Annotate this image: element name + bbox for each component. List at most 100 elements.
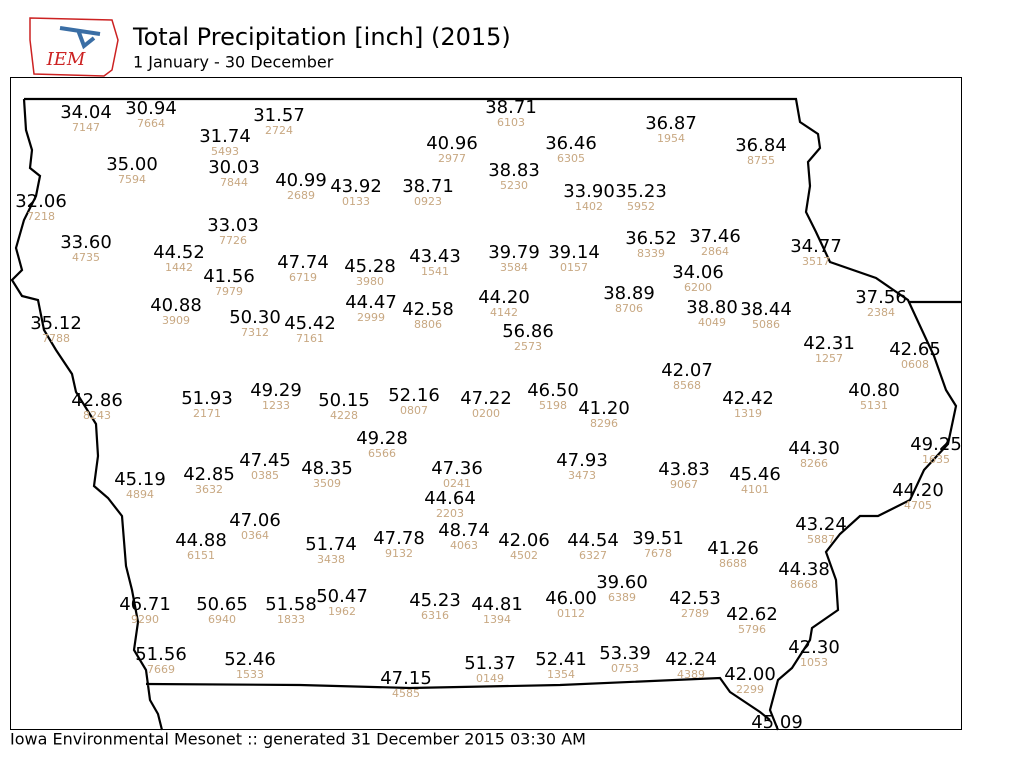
station-id: 7678 [644, 547, 672, 560]
station-value: 36.46 [545, 133, 597, 154]
station-id: 1954 [657, 132, 685, 145]
station-value: 46.71 [119, 594, 171, 615]
station-value: 42.31 [803, 333, 855, 354]
station-value: 41.56 [203, 266, 255, 287]
station-id: 4389 [677, 668, 705, 681]
subtitle: 1 January - 30 December [133, 53, 334, 72]
station-value: 40.99 [275, 170, 327, 191]
station-value: 38.83 [488, 160, 540, 181]
station-value: 42.42 [722, 388, 774, 409]
station-id: 0753 [611, 662, 639, 675]
station-value: 34.06 [672, 262, 724, 283]
station-value: 46.50 [527, 380, 579, 401]
station-value: 42.53 [669, 588, 721, 609]
logo-text: IEM [46, 49, 86, 70]
station-value: 39.51 [632, 528, 684, 549]
station-id: 6200 [684, 281, 712, 294]
station-value: 44.52 [153, 242, 205, 263]
station-value: 40.80 [848, 380, 900, 401]
station-id: 6316 [421, 609, 449, 622]
station-value: 36.84 [735, 135, 787, 156]
station-id: 6103 [497, 116, 525, 129]
station-id: 1354 [547, 668, 575, 681]
logo: IEM [29, 17, 119, 77]
station-id: 8266 [800, 457, 828, 470]
station-value: 47.15 [380, 668, 432, 689]
station-value: 42.85 [183, 464, 235, 485]
station-id: 6719 [289, 271, 317, 284]
station-id: 7664 [137, 117, 165, 130]
station-value: 51.37 [464, 653, 516, 674]
station-id: 6940 [208, 613, 236, 626]
station-value: 45.46 [729, 464, 781, 485]
station-value: 42.00 [724, 664, 776, 685]
station-value: 43.43 [409, 246, 461, 267]
station-id: 2724 [265, 124, 293, 137]
station-value: 43.83 [658, 459, 710, 480]
station-value: 48.35 [301, 458, 353, 479]
station-value: 37.56 [855, 287, 907, 308]
station-value: 31.57 [253, 105, 305, 126]
station-value: 48.74 [438, 520, 490, 541]
station-id: 7844 [220, 176, 248, 189]
station-id: 1635 [922, 453, 950, 466]
station-id: 5131 [860, 399, 888, 412]
station-value: 50.15 [318, 390, 370, 411]
station-value: 51.56 [135, 644, 187, 665]
station-id: 2977 [438, 152, 466, 165]
station-id: 3584 [500, 261, 528, 274]
station-value: 50.47 [316, 586, 368, 607]
station-id: 2864 [701, 245, 729, 258]
station-id: 7161 [296, 332, 324, 345]
station-value: 47.06 [229, 510, 281, 531]
station-value: 30.94 [125, 98, 177, 119]
station-id: 0364 [241, 529, 269, 542]
station-id: 6389 [608, 591, 636, 604]
station-id: 2299 [736, 683, 764, 696]
station-value: 42.65 [889, 339, 941, 360]
state-border [10, 97, 961, 731]
station-id: 8706 [615, 302, 643, 315]
station-value: 46.00 [545, 588, 597, 609]
station-id: 2384 [867, 306, 895, 319]
station-value: 39.79 [488, 242, 540, 263]
station-value: 38.71 [485, 97, 537, 118]
station-value: 35.23 [615, 181, 667, 202]
station-value: 41.20 [578, 398, 630, 419]
station-id: 5952 [627, 200, 655, 213]
station-value: 38.89 [603, 283, 655, 304]
station-value: 39.60 [596, 572, 648, 593]
station-id: 2789 [681, 607, 709, 620]
station-id: 7979 [215, 285, 243, 298]
station-value: 33.60 [60, 232, 112, 253]
station-value: 43.24 [795, 514, 847, 535]
station-value: 33.03 [207, 215, 259, 236]
station-value: 44.38 [778, 559, 830, 580]
station-value: 44.54 [567, 530, 619, 551]
station-value: 44.20 [478, 287, 530, 308]
station-value: 53.39 [599, 643, 651, 664]
station-id: 3509 [313, 477, 341, 490]
station-id: 0608 [901, 358, 929, 371]
station-value: 42.30 [788, 637, 840, 658]
station-id: 4735 [72, 251, 100, 264]
station-value: 36.52 [625, 228, 677, 249]
station-value: 42.06 [498, 530, 550, 551]
station-value: 47.74 [277, 252, 329, 273]
station-value: 50.65 [196, 594, 248, 615]
station-id: 2573 [514, 340, 542, 353]
station-id: 7147 [72, 121, 100, 134]
station-id: 7594 [118, 173, 146, 186]
station-value: 36.87 [645, 113, 697, 134]
station-id: 2999 [357, 311, 385, 324]
station-id: 1053 [800, 656, 828, 669]
station-value: 47.45 [239, 450, 291, 471]
station-value: 45.09 [751, 712, 803, 733]
station-id: 8806 [414, 318, 442, 331]
station-id: 3438 [317, 553, 345, 566]
station-id: 5796 [738, 623, 766, 636]
station-id: 4142 [490, 306, 518, 319]
station-value: 42.07 [661, 360, 713, 381]
station-value: 44.88 [175, 530, 227, 551]
station-id: 1402 [575, 200, 603, 213]
